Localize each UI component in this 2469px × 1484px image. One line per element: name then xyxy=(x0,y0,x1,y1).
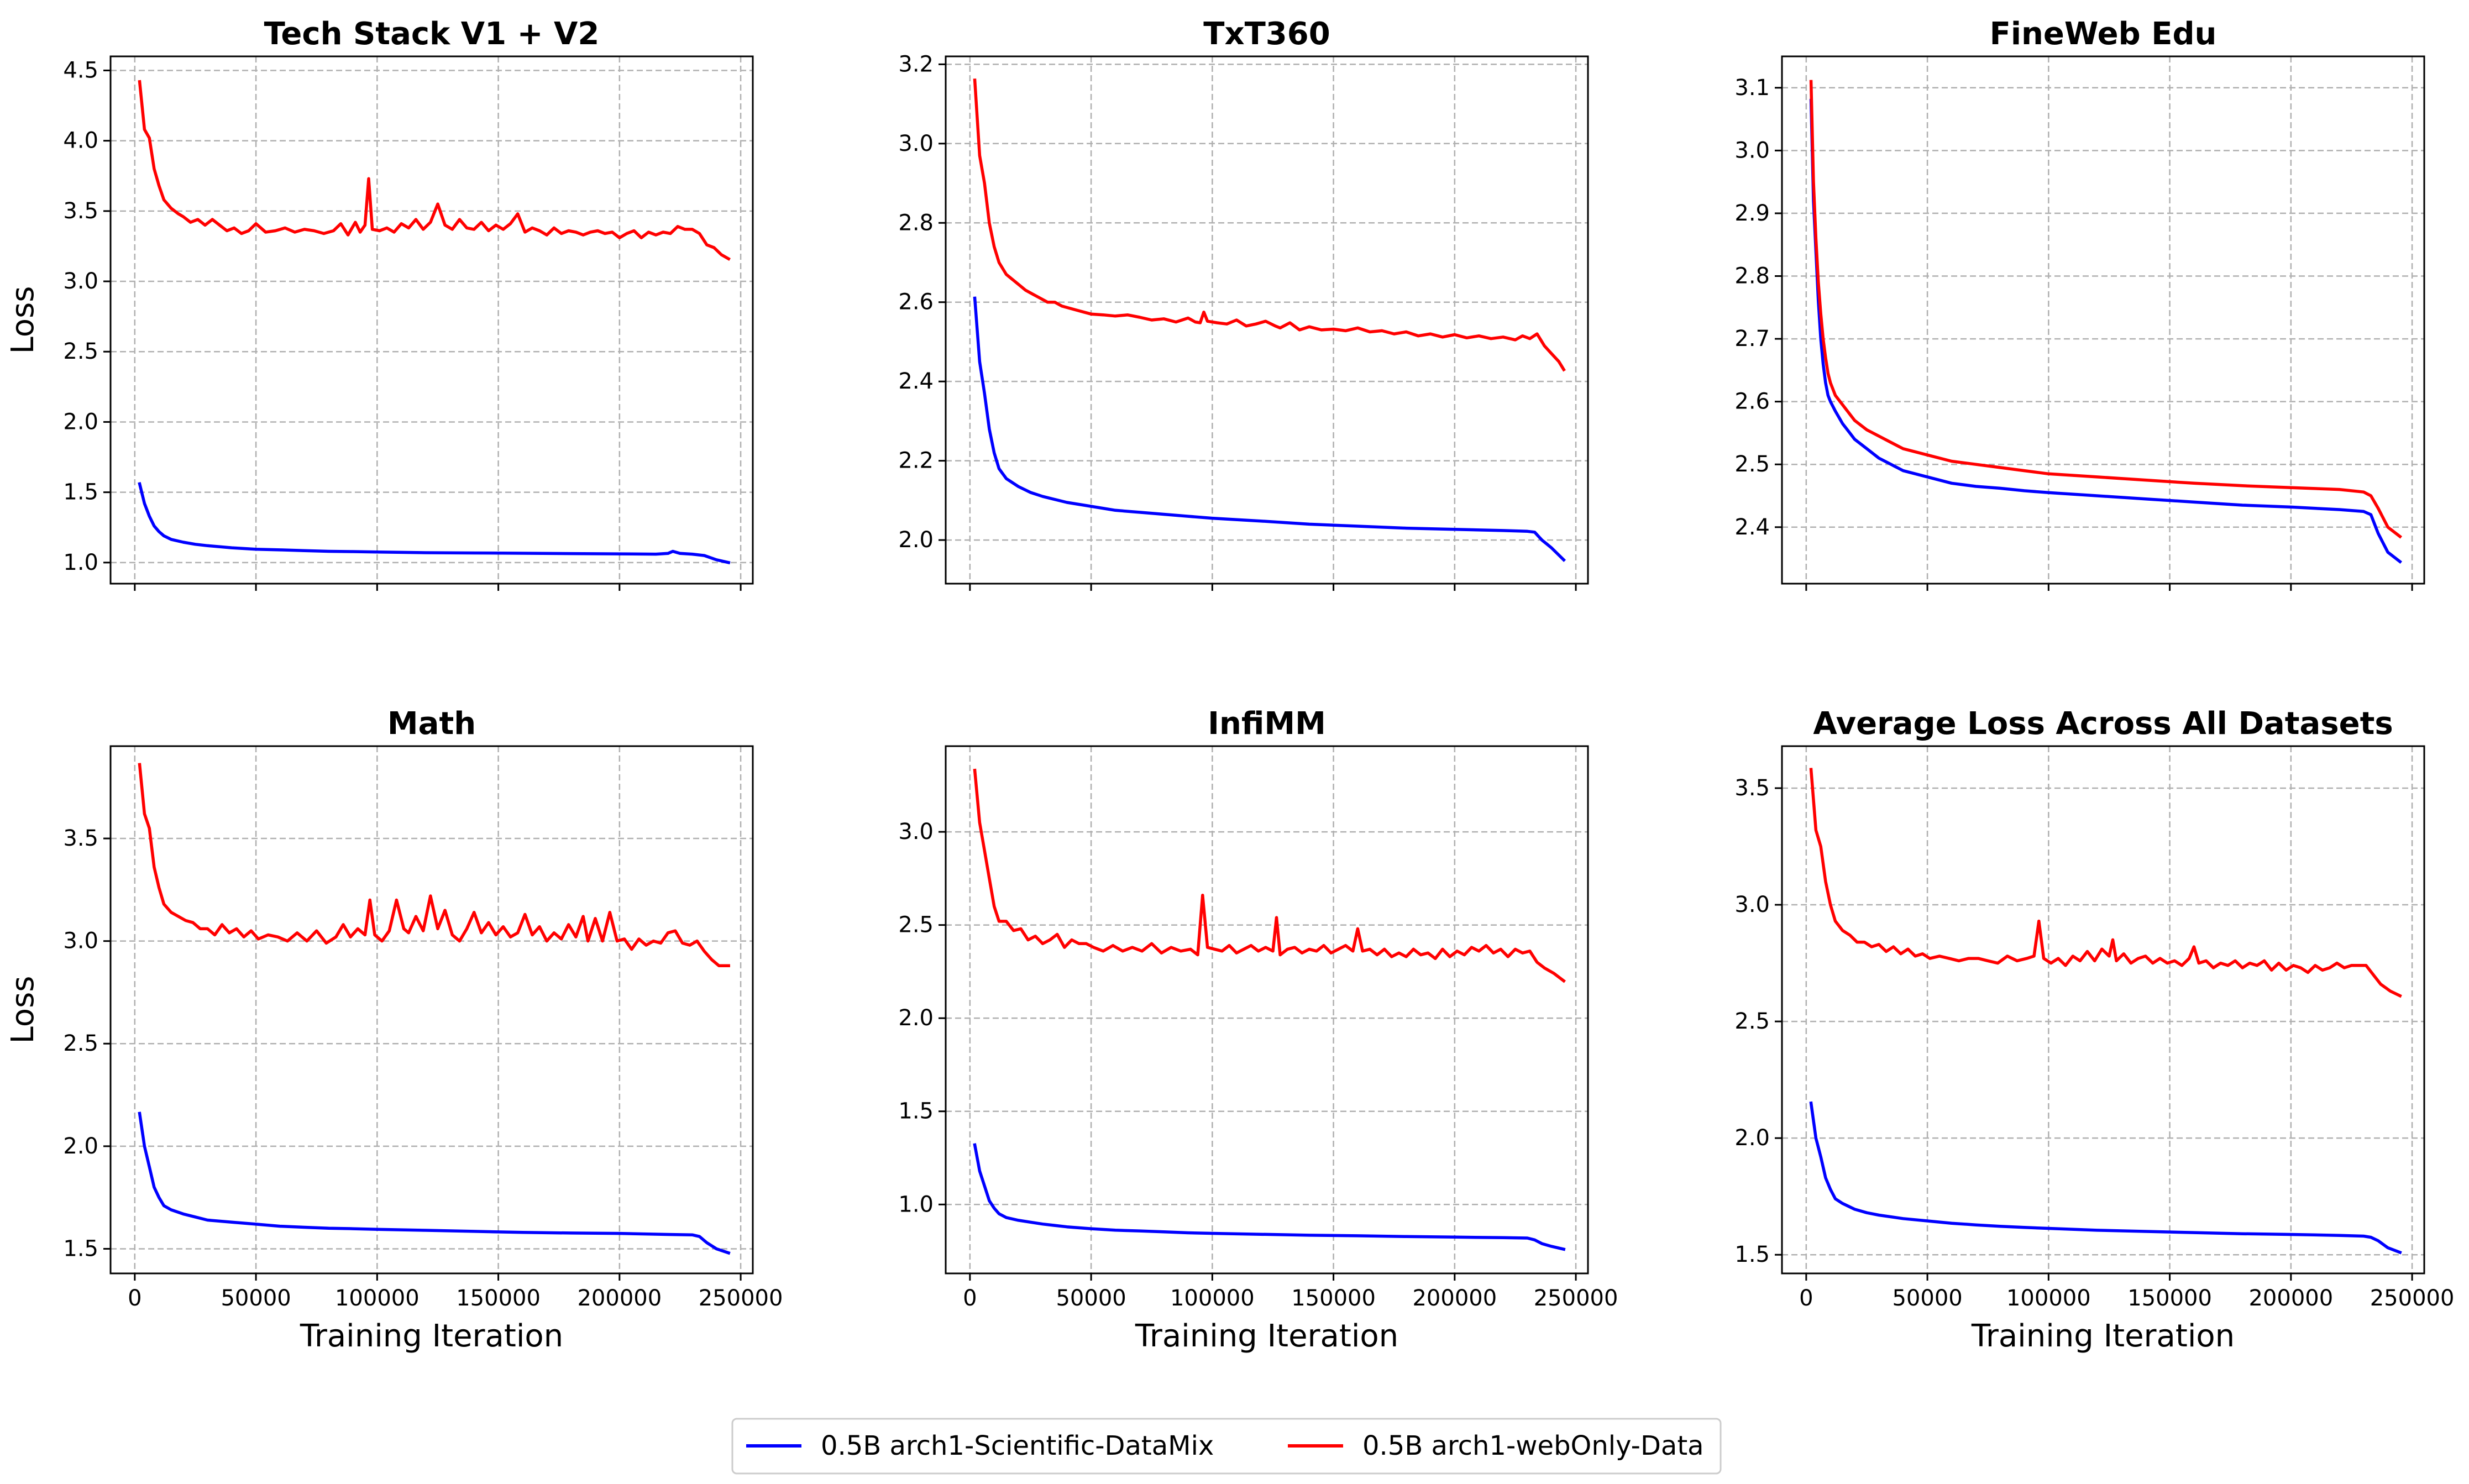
x-tick-label: 250000 xyxy=(1534,1286,1618,1311)
x-tick-label: 250000 xyxy=(2370,1286,2455,1311)
y-tick-label: 2.2 xyxy=(898,448,934,474)
y-tick-label: 2.0 xyxy=(63,1134,98,1159)
series-line-0-5b-arch1-webonly-data xyxy=(1809,768,2402,998)
y-tick-label: 2.5 xyxy=(1734,452,1770,477)
series-line-0-5b-arch1-scientific-datamix xyxy=(138,1111,731,1255)
y-tick-label: 2.5 xyxy=(898,913,934,938)
y-tick-label: 2.5 xyxy=(63,1031,98,1056)
plot-frame xyxy=(1781,745,2425,1275)
y-tick-label: 3.5 xyxy=(63,826,98,851)
y-tick-label: 2.7 xyxy=(1734,326,1770,352)
y-tick-label: 2.9 xyxy=(1734,201,1770,226)
x-tick-label: 100000 xyxy=(335,1286,420,1311)
series-line-0-5b-arch1-webonly-data xyxy=(973,768,1566,983)
y-tick-label: 3.0 xyxy=(1734,138,1770,163)
plot-frame xyxy=(945,55,1589,585)
x-tick-label: 0 xyxy=(1799,1286,1813,1311)
y-tick-label: 2.5 xyxy=(63,339,98,364)
y-tick-label: 2.4 xyxy=(1734,515,1770,540)
y-tick-label: 1.0 xyxy=(898,1192,934,1217)
y-tick-label: 3.5 xyxy=(63,198,98,224)
x-tick-label: 150000 xyxy=(456,1286,541,1311)
x-tick-label: 200000 xyxy=(577,1286,662,1311)
y-tick-label: 2.4 xyxy=(898,369,934,394)
y-tick-label: 3.0 xyxy=(63,269,98,294)
chart-math: 0 50000 100000 150000 200000 250000 1.5 2.0 2.5 3… xyxy=(5,706,783,1354)
x-axis-label: Training Iteration xyxy=(300,1318,563,1354)
y-tick-label: 2.8 xyxy=(1734,264,1770,289)
plot-frame xyxy=(109,55,754,585)
y-tick-label: 2.8 xyxy=(898,210,934,235)
x-tick-label: 100000 xyxy=(1170,1286,1255,1311)
y-tick-label: 3.1 xyxy=(1734,75,1770,101)
y-tick-label: 3.2 xyxy=(898,51,934,77)
chart-title: Average Loss Across All Datasets xyxy=(1813,706,2393,742)
x-tick-label: 50000 xyxy=(1056,1286,1126,1311)
y-axis-label: Loss xyxy=(5,976,41,1044)
y-tick-label: 2.0 xyxy=(63,409,98,434)
y-tick-label: 1.5 xyxy=(898,1099,934,1124)
y-tick-label: 2.5 xyxy=(1734,1009,1770,1034)
y-tick-label: 3.0 xyxy=(63,929,98,954)
chart-title: InfiMM xyxy=(1208,706,1326,742)
x-tick-label: 150000 xyxy=(2127,1286,2212,1311)
y-tick-label: 2.0 xyxy=(898,1005,934,1031)
y-tick-label: 1.5 xyxy=(63,1236,98,1261)
chart-title: Tech Stack V1 + V2 xyxy=(264,16,600,52)
chart-txt360: 2.0 2.2 2.4 2.6 2.8 3.0 3.2 TxT360 xyxy=(898,16,1589,591)
x-tick-label: 200000 xyxy=(1412,1286,1497,1311)
x-axis-label: Training Iteration xyxy=(1971,1318,2235,1354)
x-tick-label: 250000 xyxy=(699,1286,783,1311)
y-tick-label: 2.6 xyxy=(898,290,934,315)
y-tick-label: 1.0 xyxy=(63,550,98,575)
x-tick-label: 100000 xyxy=(2006,1286,2091,1311)
series-line-0-5b-arch1-webonly-data xyxy=(138,763,730,967)
series-line-0-5b-arch1-scientific-datamix xyxy=(1809,1101,2402,1255)
series-line-0-5b-arch1-scientific-datamix xyxy=(973,1143,1566,1251)
series-line-0-5b-arch1-webonly-data xyxy=(1809,80,2403,539)
y-tick-label: 2.6 xyxy=(1734,389,1770,415)
y-tick-label: 4.5 xyxy=(63,57,98,83)
x-tick-label: 200000 xyxy=(2248,1286,2333,1311)
plot-frame xyxy=(945,745,1589,1275)
series-line-0-5b-arch1-scientific-datamix xyxy=(973,296,1566,562)
x-tick-label: 0 xyxy=(128,1286,141,1311)
x-tick-label: 50000 xyxy=(1892,1286,1962,1311)
x-axis-label: Training Iteration xyxy=(1135,1318,1398,1354)
y-axis-label: Loss xyxy=(5,286,41,354)
x-tick-label: 150000 xyxy=(1291,1286,1376,1311)
y-tick-label: 3.0 xyxy=(1734,892,1770,917)
chart-average-loss-across-all-datasets: 0 50000 100000 150000 200000 250000 1.5 2.0 2.5 3… xyxy=(1734,706,2454,1354)
chart-grid: 1.0 1.5 2.0 2.5 3.0 3.5 4.0 4.5 Tech Stack V1 + … xyxy=(5,16,2454,1354)
y-tick-label: 2.0 xyxy=(1734,1125,1770,1151)
series-line-0-5b-arch1-scientific-datamix xyxy=(138,482,731,565)
y-tick-label: 3.0 xyxy=(898,131,934,156)
series-line-0-5b-arch1-webonly-data xyxy=(973,78,1566,372)
chart-title: Math xyxy=(387,706,476,742)
chart-tech-stack-v1-v2: 1.0 1.5 2.0 2.5 3.0 3.5 4.0 4.5 Tech Stack V1 + … xyxy=(5,16,754,591)
chart-infimm: 0 50000 100000 150000 200000 250000 1.0 1.5 2.0 2… xyxy=(898,706,1618,1354)
chart-fineweb-edu: 2.4 2.5 2.6 2.7 2.8 2.9 3.0 3.1 FineWeb Edu xyxy=(1734,16,2425,591)
y-tick-label: 3.0 xyxy=(898,819,934,845)
y-tick-label: 1.5 xyxy=(1734,1242,1770,1267)
x-tick-label: 0 xyxy=(963,1286,977,1311)
chart-title: TxT360 xyxy=(1203,16,1330,52)
plot-frame xyxy=(1781,55,2425,585)
plot-frame xyxy=(109,745,754,1275)
y-tick-label: 1.5 xyxy=(63,480,98,505)
series-line-0-5b-arch1-webonly-data xyxy=(138,80,731,261)
legend-frame xyxy=(731,1418,1722,1475)
legend: 0.5B arch1-Scientific-DataMix 0.5B arch1… xyxy=(731,1418,1722,1475)
y-tick-label: 2.0 xyxy=(898,527,934,553)
legend-label-webonly: 0.5B arch1-webOnly-Data xyxy=(1362,1430,1704,1461)
legend-label-scientific: 0.5B arch1-Scientific-DataMix xyxy=(821,1430,1214,1461)
series-line-0-5b-arch1-scientific-datamix xyxy=(1809,98,2403,564)
y-tick-label: 4.0 xyxy=(63,128,98,154)
y-tick-label: 3.5 xyxy=(1734,775,1770,801)
x-tick-label: 50000 xyxy=(221,1286,291,1311)
chart-title: FineWeb Edu xyxy=(1990,16,2217,52)
